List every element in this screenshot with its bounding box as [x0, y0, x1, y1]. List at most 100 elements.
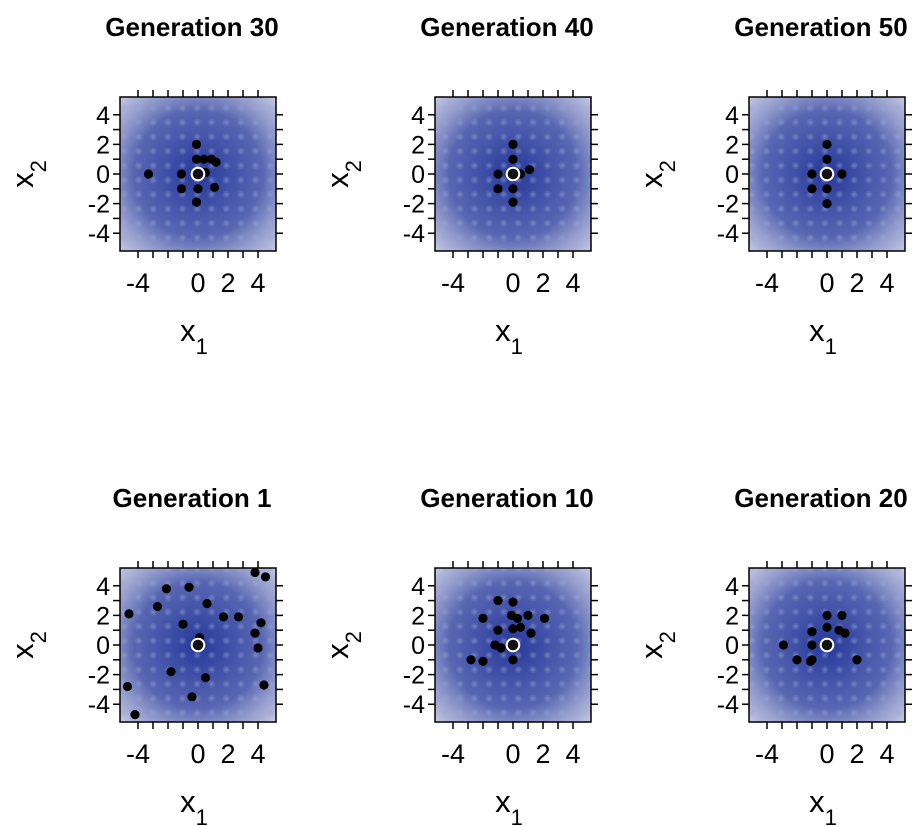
- x-tick-label: 4: [250, 268, 265, 298]
- population-point: [807, 184, 817, 194]
- population-point: [508, 154, 518, 164]
- population-point: [478, 656, 488, 666]
- population-point: [191, 197, 202, 207]
- x-tick-label: 0: [190, 268, 205, 298]
- x-axis-label: x1: [180, 784, 208, 826]
- y-tick-label: 2: [411, 602, 425, 630]
- population-point: [837, 169, 847, 179]
- population-point: [250, 628, 260, 638]
- x-tick-label: -4: [755, 739, 779, 769]
- population-point: [822, 622, 832, 632]
- population-point: [193, 184, 203, 194]
- population-point: [512, 613, 523, 623]
- x-tick-label: 4: [879, 268, 894, 298]
- x-tick-label: 2: [849, 268, 864, 298]
- population-point: [508, 197, 518, 207]
- y-tick-label: 0: [411, 161, 425, 189]
- population-point: [508, 597, 518, 607]
- y-tick-label: 4: [725, 573, 739, 601]
- x-axis-label: x1: [809, 313, 837, 359]
- population-point: [493, 625, 503, 635]
- y-tick-label: -2: [403, 191, 425, 219]
- x-tick-label: -4: [755, 268, 779, 298]
- optimum-marker: [505, 637, 521, 653]
- population-point: [209, 182, 220, 192]
- population-point: [852, 655, 862, 665]
- population-point: [508, 624, 518, 634]
- x-tick-label: 4: [565, 739, 580, 769]
- population-point: [524, 164, 535, 175]
- x-tick-label: -4: [126, 739, 150, 769]
- population-point: [253, 643, 263, 653]
- y-tick-label: 0: [96, 632, 110, 660]
- x-tick-label: 0: [819, 739, 834, 769]
- x-axis-label: x1: [495, 313, 523, 359]
- x-tick-label: -4: [441, 739, 465, 769]
- y-tick-label: 4: [96, 102, 110, 130]
- y-axis-label: x2: [320, 160, 366, 188]
- population-point: [161, 584, 172, 594]
- population-point: [166, 667, 176, 677]
- y-tick-label: 4: [725, 102, 739, 130]
- panel-title: Generation 20: [734, 483, 907, 513]
- population-point: [822, 139, 832, 149]
- y-tick-label: 4: [96, 573, 110, 601]
- y-tick-label: 2: [96, 602, 110, 630]
- population-point: [122, 681, 133, 692]
- population-point: [200, 672, 211, 683]
- population-point: [792, 655, 802, 665]
- population-point: [508, 655, 518, 665]
- population-point: [508, 184, 518, 194]
- y-tick-label: 0: [725, 161, 739, 189]
- population-point: [807, 169, 817, 179]
- population-point: [176, 184, 187, 194]
- population-point: [211, 157, 221, 167]
- y-axis-label: x2: [320, 631, 366, 659]
- population-point: [478, 613, 488, 623]
- y-tick-label: -4: [717, 220, 739, 248]
- x-tick-label: 2: [220, 739, 235, 769]
- optimum-marker: [505, 166, 521, 182]
- population-point: [496, 643, 506, 653]
- population-point: [840, 628, 850, 638]
- optimum-marker: [190, 166, 206, 182]
- panel-title: Generation 40: [420, 12, 593, 42]
- population-point: [508, 139, 518, 149]
- population-point: [515, 622, 526, 632]
- population-point: [466, 655, 476, 665]
- y-tick-label: 2: [411, 131, 425, 159]
- x-axis-label: x1: [495, 784, 523, 826]
- x-tick-label: 2: [535, 739, 550, 769]
- x-tick-label: 4: [565, 268, 580, 298]
- y-axis-label: x2: [5, 160, 51, 188]
- x-tick-label: 2: [849, 739, 864, 769]
- population-point: [807, 640, 817, 650]
- x-axis-label: x1: [180, 313, 208, 359]
- population-point: [250, 567, 260, 578]
- population-point: [256, 618, 266, 628]
- x-tick-label: -4: [126, 268, 150, 298]
- population-point: [493, 595, 503, 606]
- population-point: [493, 184, 503, 194]
- population-point: [837, 610, 847, 620]
- x-tick-label: 0: [505, 268, 520, 298]
- x-tick-label: 0: [505, 739, 520, 769]
- population-point: [493, 169, 503, 179]
- population-point: [778, 640, 789, 650]
- optimum-marker: [819, 166, 835, 182]
- population-point: [130, 709, 140, 720]
- population-point: [259, 680, 269, 690]
- y-tick-label: 2: [96, 131, 110, 159]
- y-tick-label: -4: [403, 220, 425, 248]
- y-tick-label: -4: [717, 691, 739, 719]
- x-tick-label: -4: [441, 268, 465, 298]
- population-point: [822, 610, 832, 620]
- x-tick-label: 4: [879, 739, 894, 769]
- y-tick-label: -2: [88, 191, 110, 219]
- population-point: [184, 582, 194, 592]
